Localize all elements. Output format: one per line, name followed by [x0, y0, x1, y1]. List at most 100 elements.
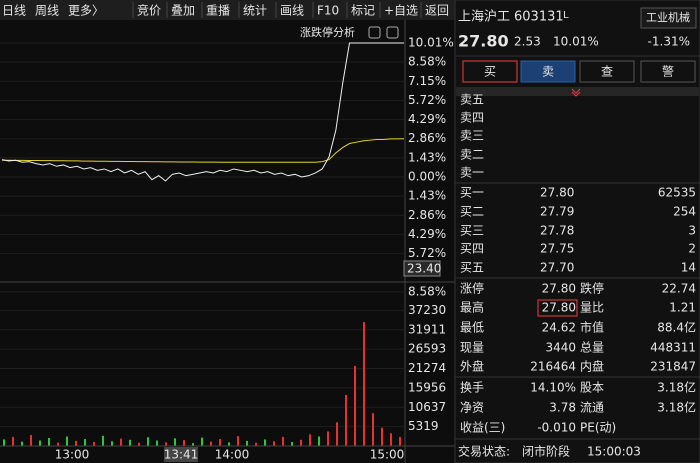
volume-tick-label: 37230: [408, 303, 446, 317]
stat-value: 14.10%: [530, 381, 576, 395]
y-tick-label: 1.43%: [408, 150, 446, 164]
volume-bar: [165, 442, 167, 446]
x-tick-label: 13:00: [55, 448, 90, 462]
stat-value: 448311: [650, 341, 696, 355]
stat-label: 内盘: [580, 359, 604, 374]
toolbar-button[interactable]: 标记: [351, 4, 375, 18]
price-change: 2.53: [514, 35, 541, 49]
trade-button[interactable]: [640, 60, 696, 83]
trade-button-label[interactable]: 卖: [542, 65, 554, 79]
average-line: [2, 138, 405, 163]
y-tick-label: 5.72%: [408, 246, 446, 260]
trade-button[interactable]: [579, 60, 635, 83]
y-tick-label: 4.29%: [408, 227, 446, 241]
stat-value: 22.74: [662, 282, 696, 296]
trade-button-label[interactable]: 买: [484, 65, 496, 79]
volume-bar: [66, 436, 68, 446]
ask-label: 卖五: [460, 93, 484, 107]
stat-label: PE(动): [580, 421, 616, 435]
stat-label: 最高: [460, 300, 484, 315]
expand-arrow[interactable]: [571, 91, 581, 97]
toolbar-button[interactable]: 统计: [243, 4, 267, 18]
stat-label: 市值: [580, 320, 604, 335]
sector-box[interactable]: [640, 7, 697, 29]
stat-value: 3440: [545, 341, 576, 355]
volume-bar: [300, 439, 302, 446]
volume-bar: [192, 443, 194, 446]
volume-bar: [3, 439, 5, 446]
toolbar: [0, 0, 455, 20]
volume-bar: [363, 322, 365, 446]
stat-label: 量比: [580, 301, 604, 315]
volume-bar: [48, 437, 50, 446]
stat-label: 外盘: [460, 359, 484, 374]
volume-bar: [309, 434, 311, 446]
stat-label: 最低: [460, 321, 484, 335]
volume-bar: [57, 442, 59, 446]
toolbar-button[interactable]: 更多〉: [68, 4, 104, 18]
trade-button[interactable]: [462, 60, 518, 83]
bid-price: 27.80: [540, 186, 574, 200]
volume-bar: [183, 440, 185, 446]
volume-tick-label: 31911: [408, 322, 446, 336]
stat-label: 收益(三): [460, 421, 505, 435]
toolbar-button[interactable]: 竞价: [137, 4, 161, 18]
trade-button[interactable]: [520, 60, 576, 83]
sector-name[interactable]: 工业机械: [646, 10, 690, 24]
y-tick-label: 5.72%: [408, 93, 446, 107]
toolbar-button[interactable]: 重播: [206, 4, 230, 18]
volume-bar: [156, 440, 158, 446]
stat-value: 216464: [530, 360, 576, 374]
ask-label: 卖二: [460, 148, 484, 162]
volume-bar: [174, 438, 176, 446]
price-line: [1, 42, 404, 182]
toolbar-button[interactable]: F10: [317, 4, 339, 18]
volume-bar: [75, 440, 77, 446]
volume-bar: [138, 442, 140, 446]
stat-label: 净资: [460, 401, 484, 415]
stat-label: 总量: [580, 341, 604, 355]
volume-bar: [12, 436, 14, 446]
stat-value: 231847: [650, 360, 696, 374]
stat-label: 跌停: [580, 281, 604, 296]
bid-volume: 14: [681, 261, 696, 275]
y-tick-label: 8.58%: [408, 284, 446, 298]
icon: [386, 26, 399, 39]
y-tick-label: 1.43%: [408, 189, 446, 203]
bid-volume: 3: [688, 224, 696, 238]
trade-button-label[interactable]: 查: [601, 65, 613, 79]
volume-bar: [246, 440, 248, 446]
toolbar-button[interactable]: 叠加: [171, 4, 195, 18]
toolbar-button[interactable]: 日线: [2, 4, 26, 18]
volume-bar: [129, 439, 131, 446]
trade-button-label[interactable]: 警: [662, 64, 674, 79]
stock-flag: L: [563, 10, 569, 21]
y-tick-label: 2.86%: [408, 208, 446, 222]
toolbar-button[interactable]: 画线: [280, 4, 304, 18]
volume-bar: [336, 422, 338, 446]
toolbar-button[interactable]: 返回: [425, 4, 449, 18]
bid-label: 买四: [460, 242, 484, 256]
bid-label: 买五: [460, 261, 484, 275]
bid-label: 买三: [460, 224, 484, 238]
volume-bar: [237, 436, 239, 446]
volume-bar: [282, 436, 284, 446]
price-change-pct: 10.01%: [553, 35, 599, 49]
cursor-time: 13:41: [164, 448, 199, 462]
quote-panel: [454, 0, 700, 463]
volume-bar: [102, 435, 104, 446]
volume-bar: [273, 441, 275, 446]
stat-value: 3.18亿: [657, 380, 696, 395]
stat-label: 流通: [580, 401, 604, 415]
stock-name: 上海沪工: [458, 9, 510, 25]
status-value: 闭市阶段: [522, 444, 570, 459]
stat-value: -0.010: [537, 421, 576, 435]
stat-value: 3.18亿: [657, 400, 696, 415]
toolbar-button[interactable]: 周线: [35, 4, 59, 18]
volume-bar: [84, 439, 86, 446]
toolbar-button[interactable]: +自选: [384, 4, 418, 18]
volume-bar: [30, 435, 32, 446]
expand-arrow[interactable]: [571, 88, 581, 94]
bid-price: 27.70: [540, 261, 574, 275]
